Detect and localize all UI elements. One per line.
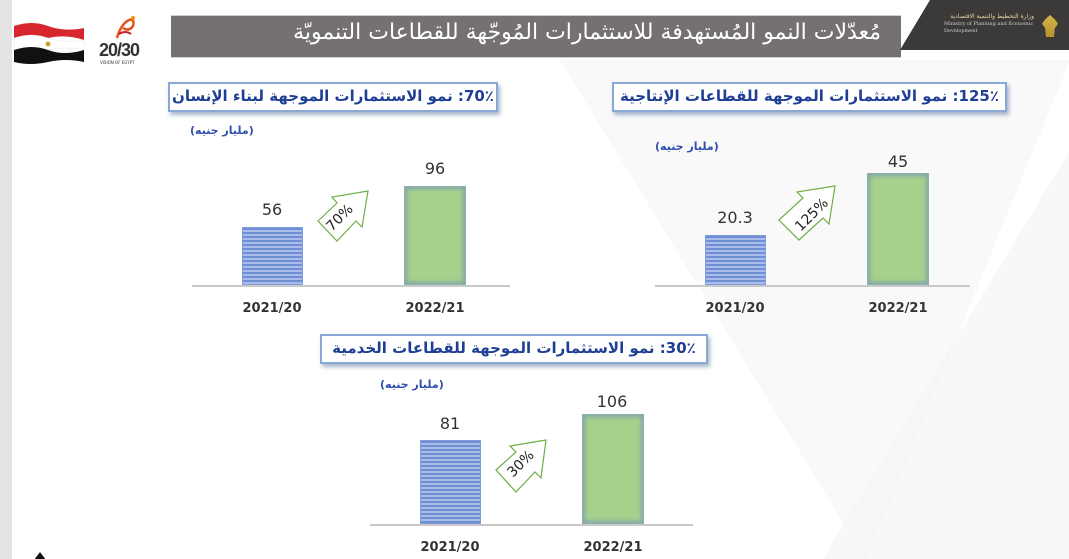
services-category-next: 2022/21 <box>583 540 643 555</box>
services-unit-label: (مليار جنيه) <box>380 378 444 391</box>
header-title-bar: مُعدّلات النمو المُستهدفة للاستثمارات ال… <box>171 15 901 58</box>
left-margin-strip <box>0 0 12 559</box>
vision-2030-logo: 20/30 VISION OF EGYPT <box>99 14 155 66</box>
services-bar-next <box>582 414 644 524</box>
growth-arrow-icon <box>495 439 547 493</box>
page-title: مُعدّلات النمو المُستهدفة للاستثمارات ال… <box>293 20 881 45</box>
services-value-next: 106 <box>596 392 628 411</box>
services-axis <box>370 524 693 526</box>
human-category-prev: 2021/20 <box>242 301 302 316</box>
human-axis <box>192 285 510 287</box>
services-category-prev: 2021/20 <box>420 540 480 555</box>
vision-logo-subtitle: VISION OF EGYPT <box>100 60 135 65</box>
productive-category-prev: 2021/20 <box>705 301 765 316</box>
human-value-prev: 56 <box>261 200 283 219</box>
productive-bar-prev <box>705 235 766 285</box>
human-value-next: 96 <box>424 159 446 178</box>
growth-arrow-icon <box>778 185 836 241</box>
eagle-emblem-icon <box>1042 15 1058 37</box>
egypt-flag-icon <box>13 23 85 64</box>
ministry-band-slant <box>900 0 930 50</box>
vision-logo-mark-icon <box>115 16 135 39</box>
services-value-prev: 81 <box>439 414 461 433</box>
ministry-name-en: Ministry of Planning and Economic Develo… <box>944 21 1034 34</box>
human-category-next: 2022/21 <box>405 301 465 316</box>
productive-panel-title: 125٪: نمو الاستثمارات الموجهة للقطاعات ا… <box>612 82 1007 112</box>
productive-value-next: 45 <box>887 152 909 171</box>
triangle-up-icon[interactable] <box>34 552 46 559</box>
productive-axis <box>655 285 970 287</box>
productive-unit-label: (مليار جنيه) <box>655 140 719 153</box>
human-bar-prev <box>242 227 303 285</box>
human-bar-next <box>404 186 466 285</box>
productive-value-prev: 20.3 <box>717 208 753 227</box>
productive-bar-next <box>867 173 929 285</box>
human-unit-label: (مليار جنيه) <box>190 124 254 137</box>
ministry-name-ar: وزارة التخطيط والتنمية الاقتصادية <box>950 13 1034 20</box>
vision-logo-number: 20/30 <box>99 40 140 60</box>
human-panel-title: 70٪: نمو الاستثمارات الموجهة لبناء الإنس… <box>168 82 498 112</box>
services-bar-prev <box>420 440 481 524</box>
growth-arrow-icon <box>317 190 369 242</box>
services-panel-title: 30٪: نمو الاستثمارات الموجهة للقطاعات ال… <box>320 334 708 364</box>
productive-category-next: 2022/21 <box>868 301 928 316</box>
